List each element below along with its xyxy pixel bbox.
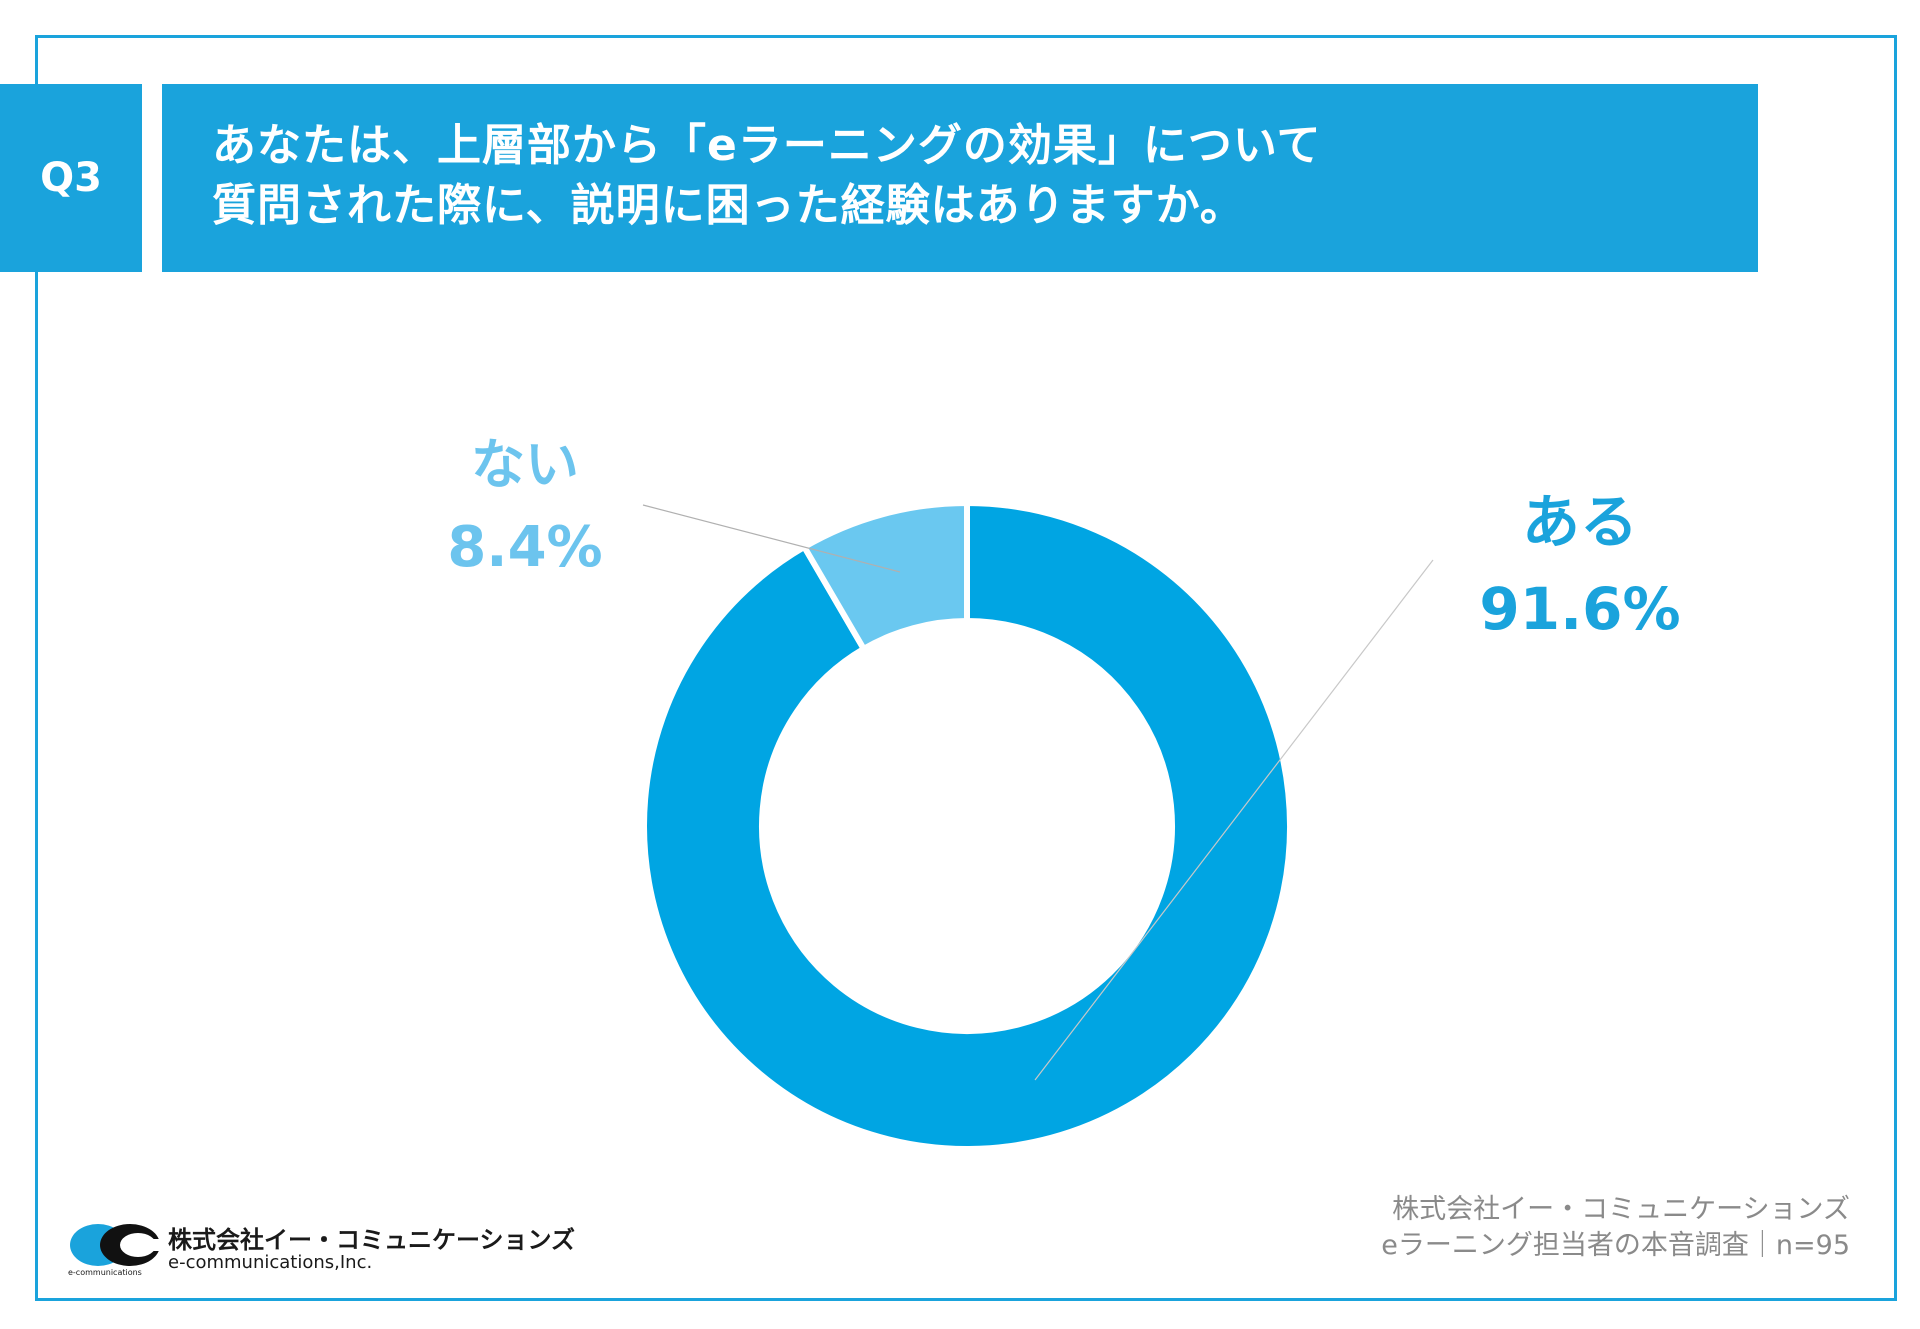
logo-company-en: e-communications,Inc.: [168, 1252, 373, 1273]
question-line-2: 質問された際に、説明に困った経験はありますか。: [212, 180, 1245, 231]
content-frame: [35, 35, 1897, 1301]
question-line-1: あなたは、上層部から「eラーニングの効果」について: [212, 120, 1322, 171]
donut-slices: [641, 499, 1293, 1152]
logo-company-jp: 株式会社イー・コミュニケーションズ: [168, 1226, 576, 1254]
label-no-value: 8.4%: [447, 515, 603, 580]
leader-line-no: [642, 504, 901, 573]
source-note: 株式会社イー・コミュニケーションズ eラーニング担当者の本音調査｜n=95: [1381, 1192, 1850, 1264]
logo-tagline: e-communications: [68, 1268, 142, 1277]
company-logo: 株式会社イー・コミュニケーションズ e-communications,Inc. …: [68, 1218, 588, 1278]
donut-slice-yes: [641, 499, 1293, 1152]
donut-slice-no: [800, 499, 970, 653]
question-title: あなたは、上層部から「eラーニングの効果」について 質問された際に、説明に困った…: [162, 84, 1758, 272]
source-line-2: eラーニング担当者の本音調査｜n=95: [1381, 1230, 1850, 1261]
logo-mark-icon: [70, 1224, 163, 1266]
question-badge: Q3: [0, 84, 142, 272]
source-line-1: 株式会社イー・コミュニケーションズ: [1392, 1194, 1850, 1225]
label-yes-name: ある: [1521, 488, 1638, 556]
label-yes-value: 91.6%: [1479, 575, 1681, 643]
leader-line-yes: [1034, 559, 1434, 1081]
label-no-name: ない: [471, 433, 579, 496]
